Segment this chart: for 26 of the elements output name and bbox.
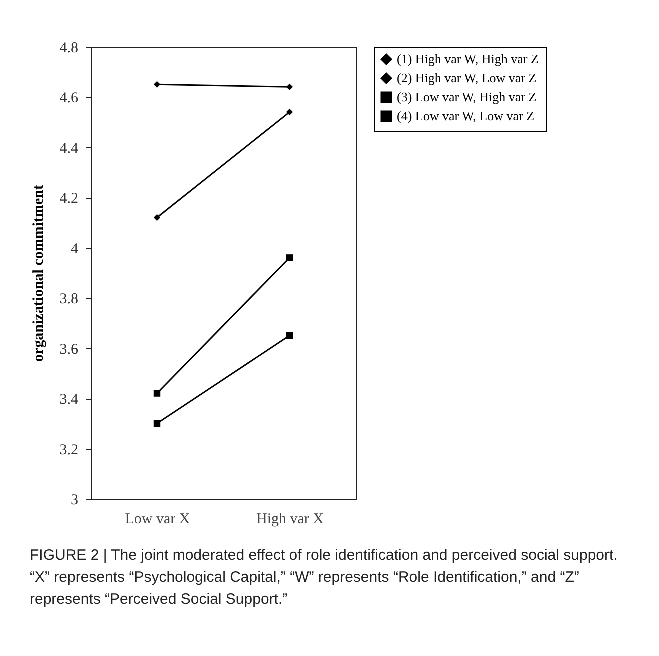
legend-label: (3) Low var W, High var Z xyxy=(397,90,537,104)
point xyxy=(286,254,294,262)
y-tick-label: 4 xyxy=(71,241,79,258)
legend-label: (2) High var W, Low var Z xyxy=(397,70,537,86)
point xyxy=(286,108,294,116)
y-tick-label: 3.8 xyxy=(60,292,78,308)
point xyxy=(154,420,161,428)
legend-label: (1) High var W, High var Z xyxy=(397,52,539,66)
x-tick-label: High var X xyxy=(256,512,324,528)
y-axis-title: organizational commitment xyxy=(30,184,47,362)
y-tick-label: 4.2 xyxy=(60,191,78,208)
y-tick-label: 3.6 xyxy=(60,342,79,358)
point xyxy=(286,84,294,91)
x-tick-label: Low var X xyxy=(125,512,190,528)
point xyxy=(154,81,161,88)
y-tick-label: 3 xyxy=(71,492,78,508)
point xyxy=(154,214,161,222)
y-tick-label: 4.6 xyxy=(60,90,79,107)
caption: FIGURE 2 | The joint moderated effect of role identification and perceived social support. “X” represents “Psychological Capital,” “W” represents “Role Identification,” and “Z” represents “Perceived Social Support.” xyxy=(30,546,619,610)
legend-label: (4) Low var W, Low var Z xyxy=(397,108,535,124)
y-tick-label: 3.2 xyxy=(60,442,78,458)
point xyxy=(154,390,161,397)
y-tick-label: 4.4 xyxy=(60,140,79,157)
y-tick-label: 4.8 xyxy=(60,40,78,56)
y-tick-label: 3.4 xyxy=(60,392,79,408)
point xyxy=(286,332,294,340)
